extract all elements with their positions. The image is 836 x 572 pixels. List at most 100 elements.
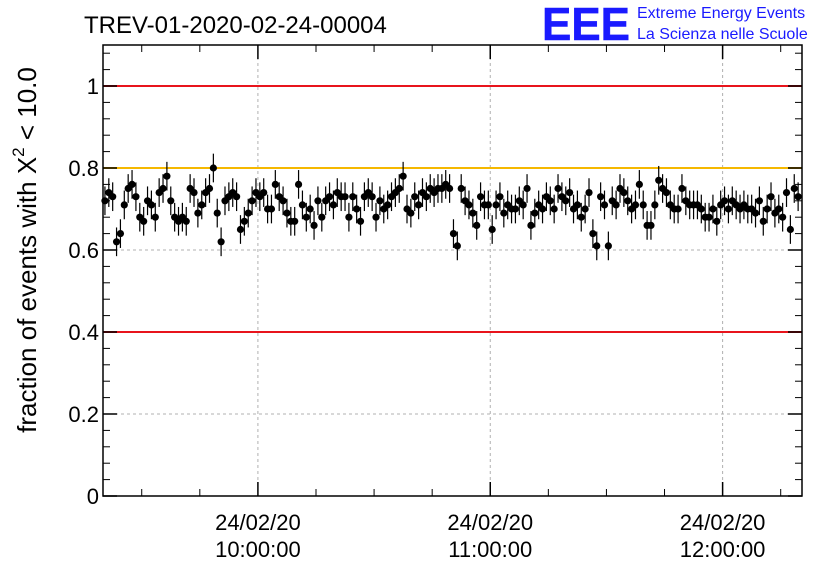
data-point [368,193,376,201]
data-point [492,201,500,209]
data-point [376,197,384,205]
data-point [445,184,454,193]
reference-lines [103,85,802,333]
eee-logo: EEE Extreme Energy Events La Scienza nel… [542,0,808,50]
data-point [120,201,128,209]
data-point [511,205,520,213]
data-point [318,213,326,221]
data-point [581,205,589,213]
data-point [577,213,585,221]
data-point [527,221,535,229]
data-point [705,213,713,221]
data-point [554,184,562,193]
data-point [411,193,419,201]
data-point [236,225,245,234]
data-point [349,193,357,201]
x-tick-time-label: 10:00:00 [215,537,301,562]
data-point [674,205,682,213]
data-point [566,189,574,197]
x-tick-date-label: 24/02/20 [680,510,766,535]
data-point [182,217,190,225]
data-point [209,164,217,172]
data-point [635,180,643,188]
data-point [240,217,248,225]
data-point [244,209,252,217]
data-point [384,201,392,209]
data-point [546,197,554,205]
data-point [314,197,322,205]
y-tick-label: 0.8 [68,156,99,181]
data-point [639,201,647,209]
x-tick-labels: 24/02/2010:00:0024/02/2011:00:0024/02/20… [215,510,765,562]
data-point [476,193,485,201]
data-point [140,217,148,225]
data-point [647,221,655,229]
data-point [562,197,570,205]
x-tick-date-label: 24/02/20 [215,510,301,535]
data-point [484,201,492,209]
data-point [697,205,705,213]
data-point [345,213,353,221]
x-tick-time-label: 11:00:00 [448,537,532,562]
logo-line-1: Extreme Energy Events [637,5,805,22]
y-tick-label: 1 [87,74,99,99]
data-point [790,184,798,193]
data-point [151,213,159,221]
x-tick-time-label: 12:00:00 [680,537,766,562]
data-point [407,209,415,217]
data-point [291,217,299,225]
logo-line-2: La Scienza nelle Scuole [637,26,808,43]
data-point [620,189,628,197]
data-point [310,221,318,229]
data-point [779,213,787,221]
data-point [112,238,121,246]
data-point [267,205,276,213]
data-point [198,201,206,209]
data-point [782,189,791,197]
data-point [519,201,527,209]
y-tick-labels: 0 0.2 0.4 0.6 0.8 1 [68,74,99,509]
grid-lines [103,45,802,496]
data-point [488,225,496,234]
data-point [298,201,307,209]
data-point [751,209,760,217]
data-point [283,209,291,217]
y-tick-label: 0 [87,484,99,509]
data-point [720,197,729,205]
data-point [759,217,767,225]
data-point [794,193,802,201]
data-point [457,184,465,193]
data-point [678,184,686,193]
data-point [767,193,775,201]
data-point [306,205,314,213]
x-tick-date-label: 24/02/20 [447,510,533,535]
data-point [786,225,794,234]
data-point [585,189,593,197]
data-point [415,201,423,209]
data-point [116,230,125,238]
data-point [205,184,214,193]
data-point [531,209,539,217]
data-point [709,205,717,213]
data-point [128,180,136,188]
data-point [604,242,612,250]
data-point [163,172,171,180]
data-point [294,180,303,188]
data-point [217,238,225,246]
data-point [109,193,117,201]
y-axis-label: fraction of events with X2 < 10.0 [9,67,42,433]
data-point [260,189,268,197]
data-point [302,213,310,221]
y-tick-label: 0.4 [68,320,99,345]
y-tick-label: 0.2 [68,402,99,427]
data-point [655,176,663,184]
data-point [159,184,167,193]
data-point [422,193,430,201]
data-point [631,201,640,209]
data-point [132,193,140,201]
data-point [190,189,198,197]
axis-ticks [103,45,802,497]
data-point [248,197,256,205]
data-point [755,197,764,205]
